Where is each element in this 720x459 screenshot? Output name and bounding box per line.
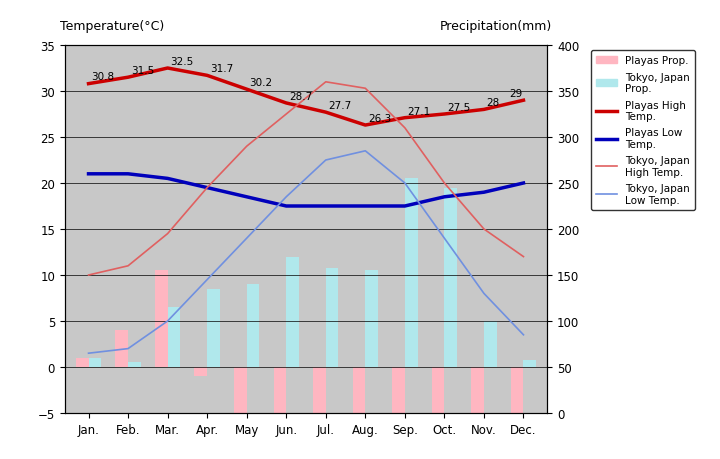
Playas High
Temp. <box>361 123 369 129</box>
Playas Low
Temp. <box>321 204 330 209</box>
Text: 30.2: 30.2 <box>249 78 273 88</box>
Playas High
Temp. <box>400 116 409 121</box>
Playas Low
Temp. <box>163 176 172 182</box>
Tokyo, Japan
Low Temp. <box>243 236 251 241</box>
Bar <box>274 367 287 418</box>
Line: Playas Low
Temp.: Playas Low Temp. <box>89 174 523 207</box>
Tokyo, Japan
High Temp. <box>84 273 93 278</box>
Playas Low
Temp. <box>84 172 93 177</box>
Playas High
Temp. <box>282 101 291 106</box>
Tokyo, Japan
High Temp. <box>321 80 330 85</box>
Tokyo, Japan
Low Temp. <box>84 351 93 356</box>
Bar <box>353 367 365 418</box>
Bar <box>128 363 140 367</box>
Playas High
Temp. <box>84 82 93 87</box>
Bar <box>313 367 325 418</box>
Tokyo, Japan
High Temp. <box>361 86 369 92</box>
Playas High
Temp. <box>163 66 172 72</box>
Tokyo, Japan
High Temp. <box>400 126 409 131</box>
Line: Tokyo, Japan
High Temp.: Tokyo, Japan High Temp. <box>89 83 523 275</box>
Playas Low
Temp. <box>519 181 528 186</box>
Bar <box>89 358 102 367</box>
Text: 27.7: 27.7 <box>328 101 352 111</box>
Bar <box>392 367 405 418</box>
Text: 28.7: 28.7 <box>289 92 312 101</box>
Bar <box>115 330 128 367</box>
Text: 31.7: 31.7 <box>210 64 233 74</box>
Bar <box>325 268 338 367</box>
Text: Temperature(°C): Temperature(°C) <box>60 20 164 33</box>
Playas High
Temp. <box>243 87 251 93</box>
Playas Low
Temp. <box>400 204 409 209</box>
Playas High
Temp. <box>321 110 330 116</box>
Tokyo, Japan
Low Temp. <box>361 149 369 154</box>
Text: 32.5: 32.5 <box>171 57 194 67</box>
Playas High
Temp. <box>519 98 528 104</box>
Playas High
Temp. <box>203 73 212 79</box>
Text: 26.3: 26.3 <box>368 114 392 123</box>
Playas High
Temp. <box>480 107 488 113</box>
Tokyo, Japan
High Temp. <box>282 112 291 118</box>
Tokyo, Japan
High Temp. <box>124 263 132 269</box>
Text: 29: 29 <box>510 89 523 99</box>
Bar <box>234 367 247 413</box>
Text: 30.8: 30.8 <box>91 73 114 82</box>
Bar <box>194 367 207 376</box>
Bar <box>472 367 484 413</box>
Playas Low
Temp. <box>203 185 212 191</box>
Tokyo, Japan
High Temp. <box>440 181 449 186</box>
Text: 27.5: 27.5 <box>447 103 470 112</box>
Text: 27.1: 27.1 <box>408 106 431 116</box>
Bar <box>432 367 444 418</box>
Line: Playas High
Temp.: Playas High Temp. <box>89 69 523 126</box>
Playas Low
Temp. <box>124 172 132 177</box>
Tokyo, Japan
High Temp. <box>243 144 251 150</box>
Tokyo, Japan
Low Temp. <box>321 158 330 163</box>
Tokyo, Japan
High Temp. <box>163 231 172 237</box>
Tokyo, Japan
Low Temp. <box>400 181 409 186</box>
Tokyo, Japan
High Temp. <box>519 254 528 260</box>
Tokyo, Japan
Low Temp. <box>163 319 172 324</box>
Playas High
Temp. <box>440 112 449 118</box>
Text: Precipitation(mm): Precipitation(mm) <box>440 20 552 33</box>
Playas Low
Temp. <box>440 195 449 200</box>
Bar <box>510 367 523 413</box>
Tokyo, Japan
Low Temp. <box>519 332 528 338</box>
Playas Low
Temp. <box>282 204 291 209</box>
Bar <box>207 289 220 367</box>
Tokyo, Japan
High Temp. <box>480 227 488 232</box>
Bar <box>444 188 457 367</box>
Bar <box>484 321 497 367</box>
Legend: Playas Prop., Tokyo, Japan
Prop., Playas High
Temp., Playas Low
Temp., Tokyo, Ja: Playas Prop., Tokyo, Japan Prop., Playas… <box>591 51 696 210</box>
Tokyo, Japan
Low Temp. <box>203 277 212 283</box>
Bar <box>155 271 168 367</box>
Bar <box>76 358 89 367</box>
Tokyo, Japan
Low Temp. <box>124 346 132 352</box>
Bar <box>523 360 536 367</box>
Playas Low
Temp. <box>480 190 488 196</box>
Playas High
Temp. <box>124 75 132 81</box>
Bar <box>365 271 378 367</box>
Tokyo, Japan
Low Temp. <box>282 195 291 200</box>
Text: 31.5: 31.5 <box>131 66 154 76</box>
Bar <box>247 285 259 367</box>
Playas Low
Temp. <box>243 195 251 200</box>
Line: Tokyo, Japan
Low Temp.: Tokyo, Japan Low Temp. <box>89 151 523 353</box>
Bar <box>405 179 418 367</box>
Bar <box>287 257 299 367</box>
Tokyo, Japan
Low Temp. <box>480 291 488 297</box>
Tokyo, Japan
Low Temp. <box>440 236 449 241</box>
Bar <box>168 308 180 367</box>
Text: 28: 28 <box>487 98 500 108</box>
Playas Low
Temp. <box>361 204 369 209</box>
Tokyo, Japan
High Temp. <box>203 185 212 191</box>
